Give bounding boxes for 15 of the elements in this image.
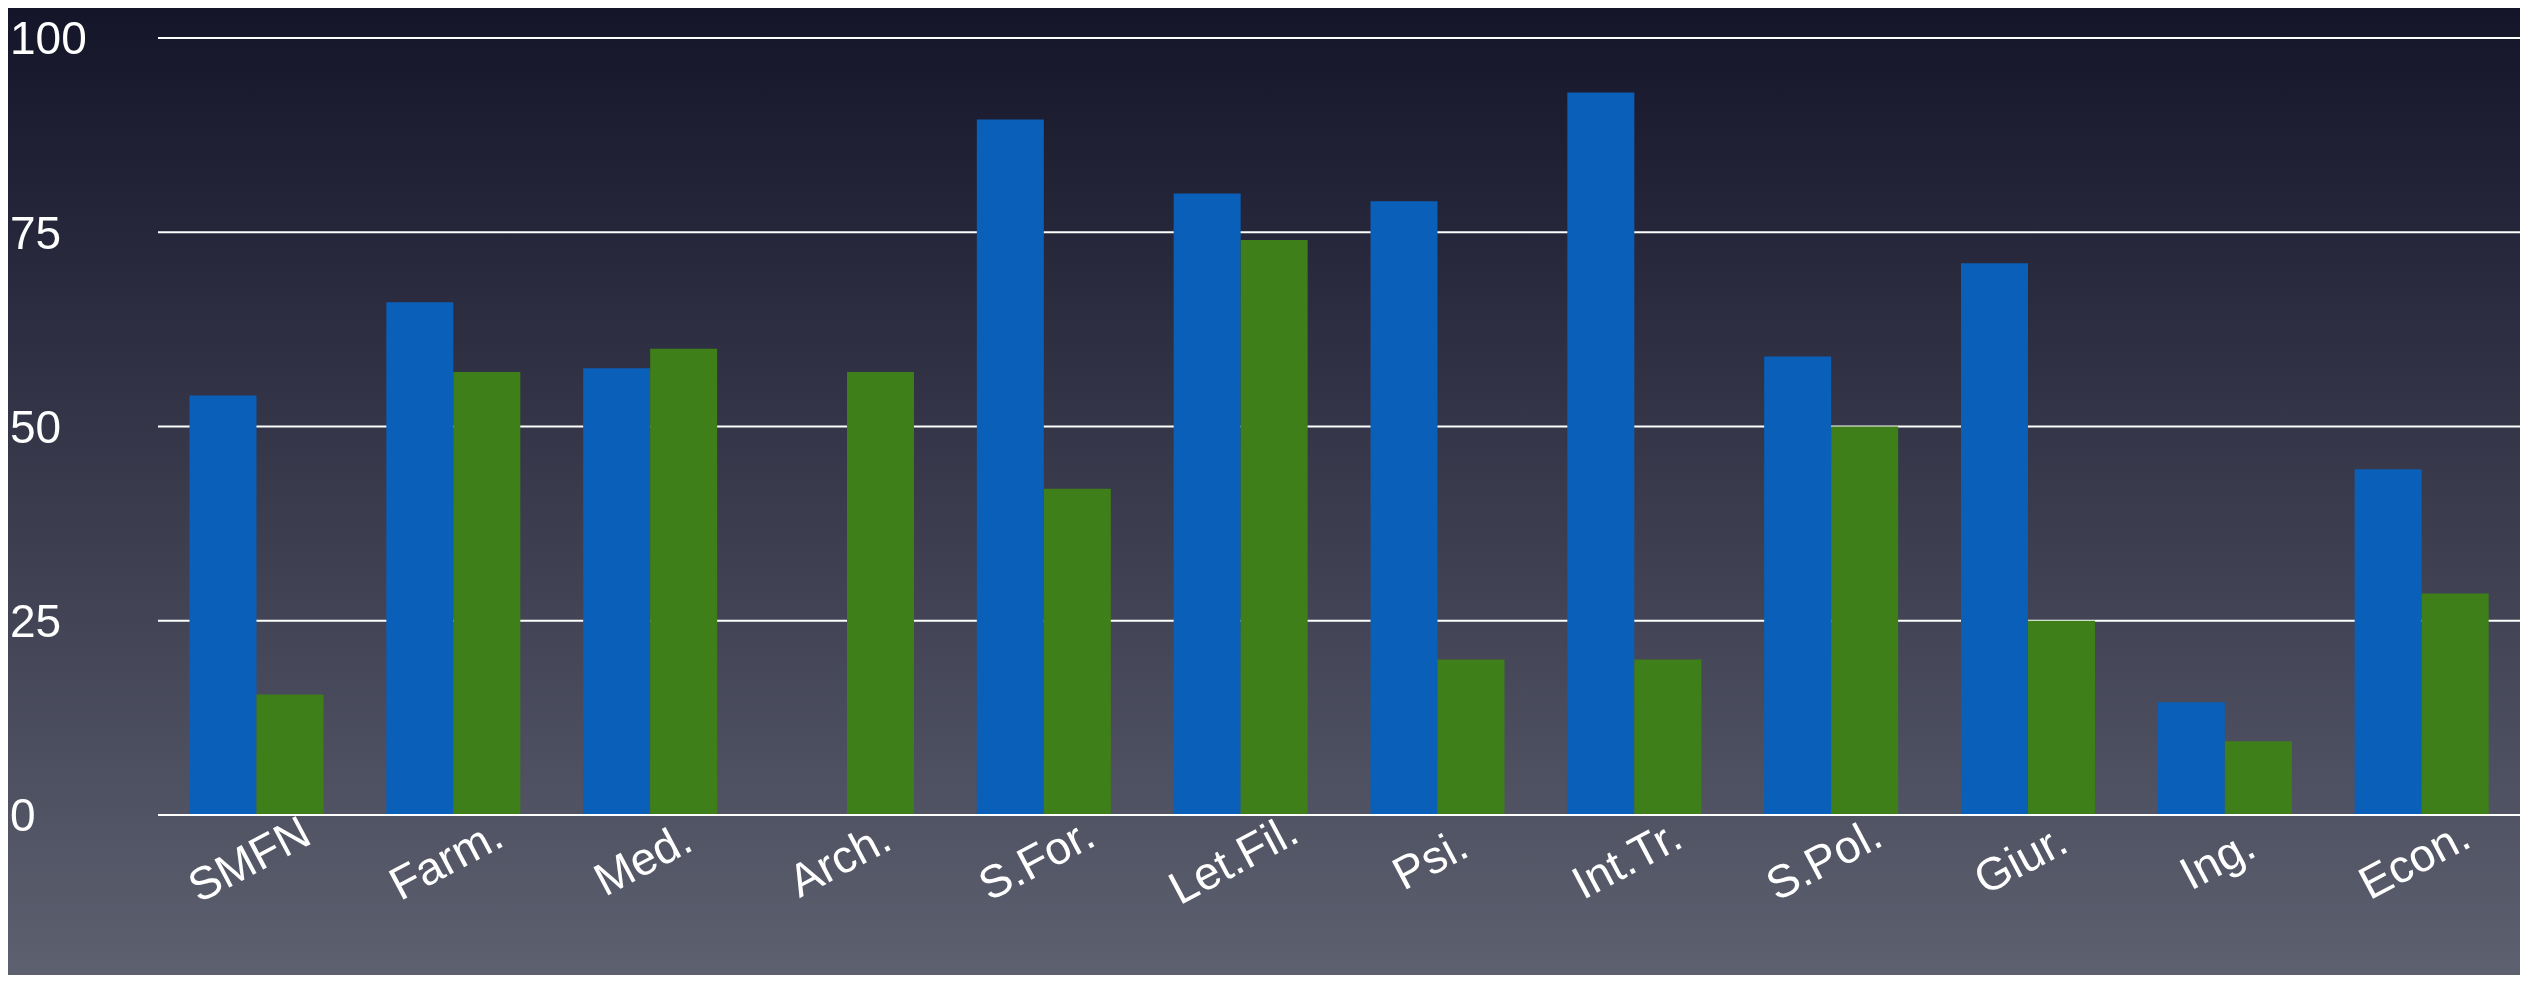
y-tick-label: 0 (10, 789, 36, 842)
x-tick-label: Farm. (380, 807, 511, 911)
x-tick-label: Giur. (1965, 813, 2076, 905)
x-tick-label: S.For. (969, 807, 1103, 911)
y-tick-label: 75 (10, 206, 62, 259)
x-tick-label: Econ. (2349, 808, 2479, 910)
x-tick-label: S.Pol. (1757, 807, 1890, 911)
x-tick-label: Psi. (1383, 817, 1476, 900)
y-tick-label: 50 (10, 400, 62, 453)
y-tick-label: 25 (10, 595, 62, 648)
y-tick-label: 100 (10, 12, 87, 65)
x-tick-label: Med. (585, 811, 700, 906)
x-tick-label: Ing. (2171, 817, 2264, 900)
x-tick-label: Arch. (779, 810, 900, 908)
x-tick-label: Int.Tr. (1563, 808, 1691, 910)
